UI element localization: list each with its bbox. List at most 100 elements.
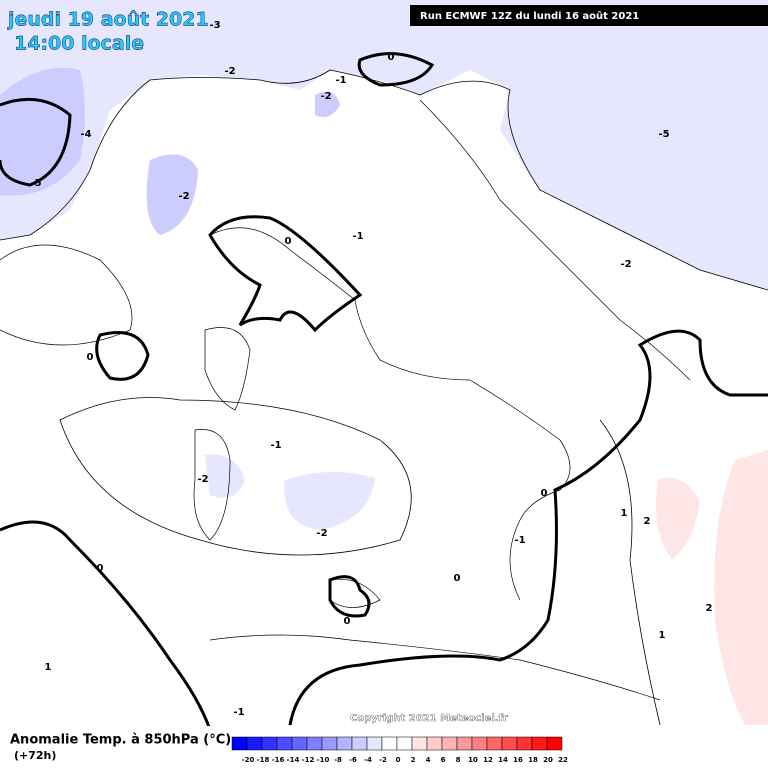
contour-0 bbox=[357, 52, 435, 87]
contour-label: 0 bbox=[87, 352, 94, 363]
contour-label: -1 bbox=[335, 75, 346, 86]
contour-0 bbox=[95, 331, 150, 381]
scale-label: 22 bbox=[558, 756, 568, 764]
scale-label: 16 bbox=[513, 756, 523, 764]
scale-box bbox=[306, 736, 323, 751]
coastline bbox=[419, 99, 691, 381]
contour-5 bbox=[0, 97, 72, 187]
scale-label: -20 bbox=[242, 756, 255, 764]
cold-cell bbox=[146, 154, 198, 235]
thin-contours bbox=[0, 69, 768, 726]
contour-label: -2 bbox=[620, 259, 631, 270]
scale-label: 10 bbox=[468, 756, 478, 764]
scale-box bbox=[231, 736, 248, 751]
scale-box bbox=[261, 736, 278, 751]
contour-label: 1 bbox=[621, 508, 628, 519]
legend-title: Anomalie Temp. à 850hPa (°C) bbox=[10, 733, 231, 748]
island bbox=[329, 578, 381, 608]
scale-box bbox=[486, 736, 503, 751]
scale-label: -10 bbox=[317, 756, 330, 764]
scale-label: -8 bbox=[334, 756, 342, 764]
contour-label: 0 bbox=[285, 236, 292, 247]
contour-label: -1 bbox=[352, 231, 363, 242]
contour-label: 1 bbox=[45, 662, 52, 673]
scale-label: -14 bbox=[287, 756, 300, 764]
contour-label: -2 bbox=[178, 191, 189, 202]
scale-box bbox=[516, 736, 533, 751]
coastline bbox=[209, 634, 661, 701]
scale-box bbox=[456, 736, 473, 751]
contour-label: -4 bbox=[80, 129, 91, 140]
scale-box bbox=[531, 736, 548, 751]
coastline bbox=[0, 244, 133, 346]
scale-label: 20 bbox=[543, 756, 553, 764]
cold-cell bbox=[284, 471, 375, 530]
contour-label: -5 bbox=[658, 129, 669, 140]
cold-cell bbox=[205, 454, 245, 498]
contour-label: 2 bbox=[644, 516, 651, 527]
contour-label: 0 bbox=[541, 488, 548, 499]
scale-box bbox=[501, 736, 518, 751]
island bbox=[204, 327, 251, 411]
contour-label: 0 bbox=[454, 573, 461, 584]
scale-box bbox=[471, 736, 488, 751]
scale-box bbox=[246, 736, 263, 751]
scale-box bbox=[396, 736, 413, 751]
contour-label: -2 bbox=[224, 66, 235, 77]
coastline bbox=[209, 227, 571, 601]
contour-0 bbox=[0, 520, 212, 731]
scale-label: -12 bbox=[302, 756, 315, 764]
valid-time: 14:00 locale bbox=[14, 33, 144, 55]
anomaly-fields bbox=[0, 0, 768, 725]
island bbox=[193, 429, 231, 541]
scale-box bbox=[411, 736, 428, 751]
contour-label: -3 bbox=[209, 20, 220, 31]
legend-lead: (+72h) bbox=[14, 749, 56, 762]
scale-box bbox=[276, 736, 293, 751]
copyright: Copyright 2021 Meteociel.fr bbox=[350, 713, 508, 724]
contour-label: -5 bbox=[30, 178, 41, 189]
scale-label: -6 bbox=[349, 756, 357, 764]
scale-box bbox=[291, 736, 308, 751]
scale-label: -4 bbox=[364, 756, 372, 764]
scale-label: -2 bbox=[379, 756, 387, 764]
scale-label: 2 bbox=[411, 756, 416, 764]
scale-label: -16 bbox=[272, 756, 285, 764]
contour-label: -2 bbox=[320, 91, 331, 102]
contour-label: 0 bbox=[388, 52, 395, 63]
contour-label: 0 bbox=[344, 616, 351, 627]
contour-label: 2 bbox=[706, 603, 713, 614]
contour-labels: -3 -2 0 -1 -2 -4 -5 -2 0 -1 -5 -2 0 -1 -2 -2 0 -1 1 2 0 0 0 2 1 1… bbox=[30, 20, 712, 718]
contour-0 bbox=[288, 329, 768, 726]
contour-0 bbox=[208, 215, 363, 333]
scale-label: 6 bbox=[441, 756, 446, 764]
coastlines bbox=[0, 99, 691, 701]
cold-area bbox=[0, 0, 768, 290]
contour bbox=[0, 69, 768, 291]
color-scale: -20 -18 -16 -14 -12 -10 -8 -6 -4 -2 0 2 4 6 8 10 12 14 16 1… bbox=[231, 736, 568, 764]
scale-box bbox=[546, 736, 563, 751]
scale-label: 0 bbox=[396, 756, 401, 764]
scale-label: 8 bbox=[456, 756, 461, 764]
scale-label: 14 bbox=[498, 756, 508, 764]
contour-0 bbox=[328, 575, 371, 618]
valid-date: jeudi 19 août 2021 bbox=[7, 9, 209, 31]
scale-box bbox=[351, 736, 368, 751]
contour-label: -2 bbox=[197, 474, 208, 485]
scale-box bbox=[366, 736, 383, 751]
run-info: Run ECMWF 12Z du lundi 16 août 2021 bbox=[420, 10, 639, 22]
scale-box bbox=[381, 736, 398, 751]
scale-label: 4 bbox=[426, 756, 431, 764]
contour-label: 0 bbox=[97, 563, 104, 574]
contour-label: 1 bbox=[659, 630, 666, 641]
scale-box bbox=[441, 736, 458, 751]
contour-label: -1 bbox=[514, 535, 525, 546]
scale-label: 12 bbox=[483, 756, 493, 764]
contour bbox=[599, 419, 661, 726]
run-bar bbox=[410, 5, 768, 26]
zero-contours bbox=[0, 52, 768, 731]
warm-cell bbox=[655, 477, 700, 560]
scale-box bbox=[336, 736, 353, 751]
contour-label: -1 bbox=[233, 707, 244, 718]
